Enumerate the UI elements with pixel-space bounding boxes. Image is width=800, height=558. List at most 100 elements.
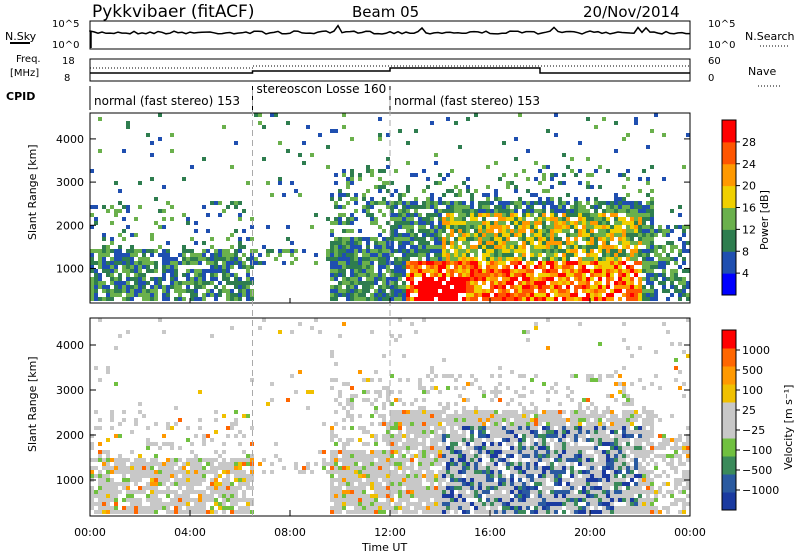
heatmap-cell [498,414,502,418]
heatmap-cell [414,454,418,458]
heatmap-cell [534,418,538,422]
heatmap-cell [234,466,238,470]
heatmap-cell [190,253,194,257]
heatmap-cell [546,189,550,193]
heatmap-cell [330,430,334,434]
heatmap-cell [458,418,462,422]
heatmap-cell [166,494,170,498]
heatmap-cell [402,297,406,301]
heatmap-cell [114,181,118,185]
heatmap-cell [414,245,418,249]
heatmap-cell [594,446,598,450]
heatmap-cell [398,129,402,133]
heatmap-cell [518,446,522,450]
heatmap-cell [630,229,634,233]
heatmap-cell [354,265,358,269]
heatmap-cell [570,502,574,506]
heatmap-cell [482,394,486,398]
heatmap-cell [162,269,166,273]
heatmap-cell [438,245,442,249]
heatmap-cell [246,265,250,269]
heatmap-cell [190,442,194,446]
heatmap-cell [470,474,474,478]
heatmap-cell [294,257,298,261]
heatmap-cell [210,334,214,338]
heatmap-cell [470,434,474,438]
heatmap-cell [366,474,370,478]
heatmap-cell [450,470,454,474]
heatmap-cell [318,330,322,334]
heatmap-cell [574,225,578,229]
heatmap-cell [162,185,166,189]
heatmap-cell [178,486,182,490]
heatmap-cell [146,442,150,446]
heatmap-cell [206,229,210,233]
heatmap-cell [126,458,130,462]
heatmap-cell [638,233,642,237]
heatmap-cell [198,498,202,502]
heatmap-cell [274,454,278,458]
heatmap-cell [98,297,102,301]
heatmap-cell [478,265,482,269]
heatmap-cell [446,446,450,450]
heatmap-cell [398,490,402,494]
heatmap-cell [510,462,514,466]
heatmap-cell [378,277,382,281]
heatmap-cell [402,265,406,269]
heatmap-cell [590,402,594,406]
heatmap-cell [178,418,182,422]
heatmap-cell [118,209,122,213]
heatmap-cell [494,454,498,458]
heatmap-cell [198,490,202,494]
heatmap-cell [362,297,366,301]
heatmap-cell [230,293,234,297]
heatmap-cell [338,285,342,289]
heatmap-cell [434,161,438,165]
heatmap-cell [514,434,518,438]
heatmap-cell [118,482,122,486]
heatmap-cell [406,494,410,498]
heatmap-cell [562,261,566,265]
heatmap-cell [610,209,614,213]
heatmap-cell [198,426,202,430]
heatmap-cell [514,470,518,474]
heatmap-cell [550,209,554,213]
heatmap-cell [102,261,106,265]
heatmap-cell [514,273,518,277]
heatmap-cell [338,273,342,277]
heatmap-cell [414,470,418,474]
heatmap-cell [634,213,638,217]
heatmap-cell [598,289,602,293]
heatmap-cell [210,438,214,442]
heatmap-cell [470,201,474,205]
heatmap-cell [110,293,114,297]
heatmap-cell [150,470,154,474]
heatmap-cell [614,418,618,422]
heatmap-cell [246,498,250,502]
heatmap-cell [606,225,610,229]
heatmap-cell [502,285,506,289]
heatmap-cell [482,466,486,470]
heatmap-cell [634,209,638,213]
heatmap-cell [546,269,550,273]
heatmap-cell [126,506,130,510]
heatmap-cell [418,386,422,390]
heatmap-cell [254,249,258,253]
heatmap-cell [510,410,514,414]
heatmap-cell [554,229,558,233]
heatmap-cell [466,209,470,213]
heatmap-cell [426,289,430,293]
heatmap-cell [406,233,410,237]
heatmap-cell [154,293,158,297]
heatmap-cell [126,277,130,281]
heatmap-cell [342,322,346,326]
heatmap-cell [594,205,598,209]
heatmap-cell [414,422,418,426]
heatmap-cell [230,245,234,249]
heatmap-cell [526,237,530,241]
heatmap-cell [486,225,490,229]
heatmap-cell [418,474,422,478]
heatmap-cell [518,466,522,470]
freq-tick-bottom: 8 [64,73,70,84]
heatmap-cell [550,273,554,277]
